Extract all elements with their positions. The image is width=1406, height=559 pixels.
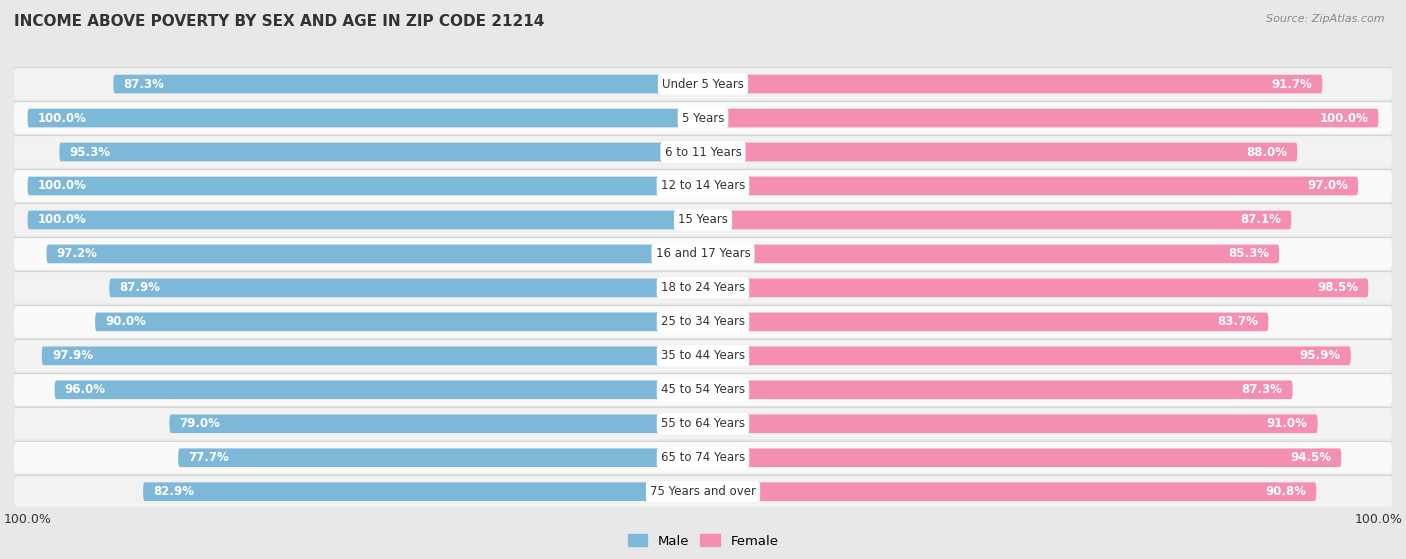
Text: 100.0%: 100.0%: [1319, 112, 1368, 125]
FancyBboxPatch shape: [14, 102, 1392, 134]
Text: 98.5%: 98.5%: [1317, 281, 1358, 295]
Text: 87.9%: 87.9%: [120, 281, 160, 295]
Text: Source: ZipAtlas.com: Source: ZipAtlas.com: [1267, 14, 1385, 24]
FancyBboxPatch shape: [14, 205, 1392, 235]
Text: 65 to 74 Years: 65 to 74 Years: [661, 451, 745, 464]
Text: 45 to 54 Years: 45 to 54 Years: [661, 383, 745, 396]
Text: 18 to 24 Years: 18 to 24 Years: [661, 281, 745, 295]
FancyBboxPatch shape: [14, 306, 1392, 338]
Text: 97.0%: 97.0%: [1308, 179, 1348, 192]
Text: 35 to 44 Years: 35 to 44 Years: [661, 349, 745, 362]
FancyBboxPatch shape: [703, 278, 1368, 297]
Text: 91.0%: 91.0%: [1267, 417, 1308, 430]
Text: 77.7%: 77.7%: [188, 451, 229, 464]
FancyBboxPatch shape: [703, 482, 1316, 501]
FancyBboxPatch shape: [169, 414, 703, 433]
FancyBboxPatch shape: [55, 381, 703, 399]
Text: 87.1%: 87.1%: [1240, 214, 1281, 226]
FancyBboxPatch shape: [703, 211, 1291, 229]
FancyBboxPatch shape: [14, 238, 1392, 269]
FancyBboxPatch shape: [14, 408, 1392, 439]
Text: 75 Years and over: 75 Years and over: [650, 485, 756, 498]
Legend: Male, Female: Male, Female: [623, 529, 783, 553]
Text: 5 Years: 5 Years: [682, 112, 724, 125]
Text: Under 5 Years: Under 5 Years: [662, 78, 744, 91]
Text: 82.9%: 82.9%: [153, 485, 194, 498]
FancyBboxPatch shape: [96, 312, 703, 331]
FancyBboxPatch shape: [42, 347, 703, 365]
FancyBboxPatch shape: [28, 177, 703, 195]
Text: 97.9%: 97.9%: [52, 349, 93, 362]
Text: 97.2%: 97.2%: [56, 248, 97, 260]
FancyBboxPatch shape: [703, 143, 1298, 162]
FancyBboxPatch shape: [703, 177, 1358, 195]
Text: 91.7%: 91.7%: [1271, 78, 1312, 91]
FancyBboxPatch shape: [14, 68, 1392, 100]
Text: 85.3%: 85.3%: [1227, 248, 1270, 260]
Text: 79.0%: 79.0%: [180, 417, 221, 430]
Text: 87.3%: 87.3%: [124, 78, 165, 91]
Text: 95.3%: 95.3%: [69, 145, 111, 159]
Text: 83.7%: 83.7%: [1218, 315, 1258, 328]
Text: 100.0%: 100.0%: [38, 179, 87, 192]
FancyBboxPatch shape: [14, 272, 1392, 304]
Text: 95.9%: 95.9%: [1299, 349, 1340, 362]
Text: 55 to 64 Years: 55 to 64 Years: [661, 417, 745, 430]
FancyBboxPatch shape: [703, 312, 1268, 331]
FancyBboxPatch shape: [14, 170, 1392, 202]
FancyBboxPatch shape: [46, 245, 703, 263]
Text: 100.0%: 100.0%: [38, 214, 87, 226]
FancyBboxPatch shape: [28, 108, 703, 127]
Text: 25 to 34 Years: 25 to 34 Years: [661, 315, 745, 328]
Text: 6 to 11 Years: 6 to 11 Years: [665, 145, 741, 159]
Text: 87.3%: 87.3%: [1241, 383, 1282, 396]
Text: 100.0%: 100.0%: [38, 112, 87, 125]
FancyBboxPatch shape: [59, 143, 703, 162]
FancyBboxPatch shape: [703, 448, 1341, 467]
FancyBboxPatch shape: [703, 108, 1378, 127]
FancyBboxPatch shape: [28, 211, 703, 229]
FancyBboxPatch shape: [114, 75, 703, 93]
FancyBboxPatch shape: [143, 482, 703, 501]
FancyBboxPatch shape: [14, 136, 1392, 168]
Text: 12 to 14 Years: 12 to 14 Years: [661, 179, 745, 192]
Text: 90.8%: 90.8%: [1265, 485, 1306, 498]
FancyBboxPatch shape: [703, 381, 1292, 399]
FancyBboxPatch shape: [14, 340, 1392, 371]
FancyBboxPatch shape: [179, 448, 703, 467]
FancyBboxPatch shape: [703, 414, 1317, 433]
FancyBboxPatch shape: [703, 347, 1351, 365]
FancyBboxPatch shape: [14, 374, 1392, 405]
Text: INCOME ABOVE POVERTY BY SEX AND AGE IN ZIP CODE 21214: INCOME ABOVE POVERTY BY SEX AND AGE IN Z…: [14, 14, 544, 29]
FancyBboxPatch shape: [703, 75, 1323, 93]
Text: 94.5%: 94.5%: [1291, 451, 1331, 464]
FancyBboxPatch shape: [14, 476, 1392, 508]
Text: 96.0%: 96.0%: [65, 383, 105, 396]
Text: 88.0%: 88.0%: [1246, 145, 1288, 159]
FancyBboxPatch shape: [703, 245, 1279, 263]
FancyBboxPatch shape: [110, 278, 703, 297]
FancyBboxPatch shape: [14, 442, 1392, 473]
Text: 15 Years: 15 Years: [678, 214, 728, 226]
Text: 16 and 17 Years: 16 and 17 Years: [655, 248, 751, 260]
Text: 90.0%: 90.0%: [105, 315, 146, 328]
